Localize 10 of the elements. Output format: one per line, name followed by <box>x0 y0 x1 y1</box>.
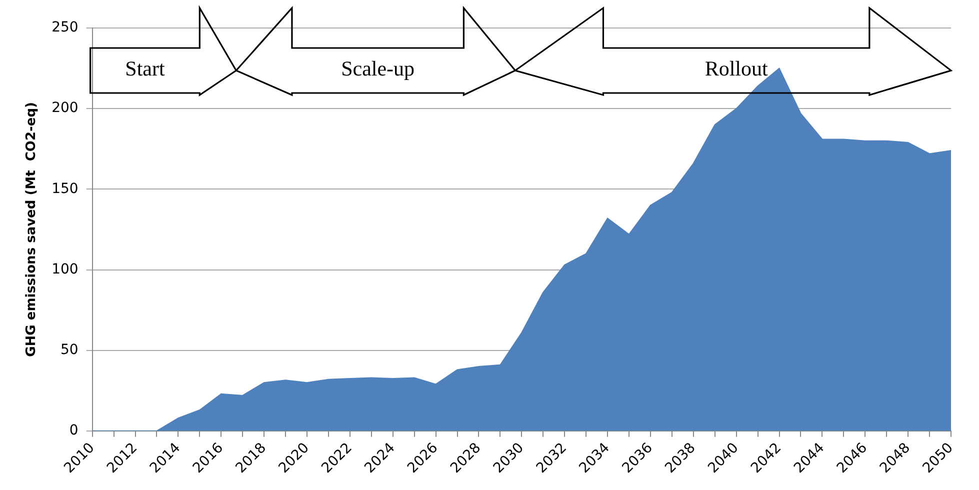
y-tick-label: 200 <box>52 100 78 116</box>
y-axis-title: GHG emissions saved (Mt CO2-eq) <box>24 102 40 357</box>
y-tick-label: 250 <box>52 20 78 36</box>
y-tick-label: 100 <box>52 261 78 278</box>
annotation: Start <box>125 56 165 81</box>
y-tick-label: 50 <box>60 342 78 358</box>
annotation: Scale-up <box>341 56 415 81</box>
y-tick-label: 0 <box>69 422 78 439</box>
annotation: Rollout <box>704 56 768 81</box>
y-tick-label: 150 <box>52 180 78 197</box>
